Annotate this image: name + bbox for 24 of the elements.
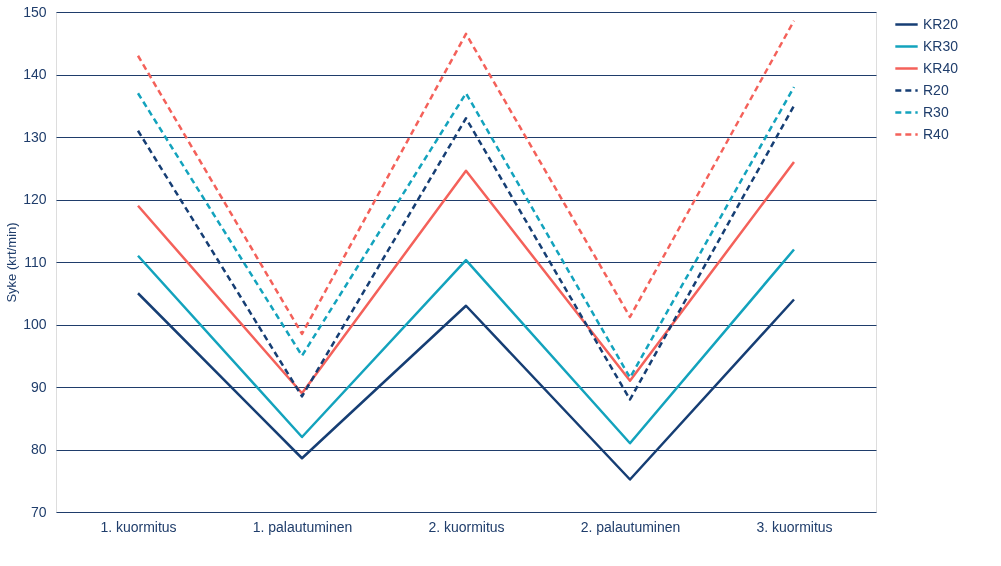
y-tick-label: 120 (23, 191, 47, 207)
y-tick-label: 150 (23, 3, 47, 20)
y-axis-title: Syke (krt/min) (4, 222, 20, 303)
legend-label: R40 (923, 125, 949, 142)
y-tick-label: 110 (24, 253, 47, 270)
line-series (136, 160, 796, 395)
y-tick-label: 130 (23, 128, 47, 145)
line-series (136, 19, 796, 336)
legend-label: KR40 (923, 59, 959, 76)
x-tick-label: 3. kuormitus (756, 518, 833, 535)
x-tick-label: 1. palautuminen (252, 518, 353, 535)
y-tick-label: 100 (23, 316, 47, 332)
legend-label: KR20 (923, 15, 959, 32)
y-tick-label: 140 (23, 66, 47, 82)
y-tick-label: 80 (30, 441, 47, 457)
x-tick-label: 2. palautuminen (580, 518, 681, 535)
line-series (136, 248, 796, 445)
y-tick-label: 70 (30, 503, 47, 520)
x-tick-label: 1. kuormitus (100, 518, 177, 535)
legend-label: R30 (923, 103, 949, 120)
legend-label: R20 (923, 81, 949, 98)
x-tick-label: 2. kuormitus (428, 518, 505, 535)
legend-label: KR30 (923, 37, 959, 54)
y-tick-label: 90 (30, 378, 47, 395)
